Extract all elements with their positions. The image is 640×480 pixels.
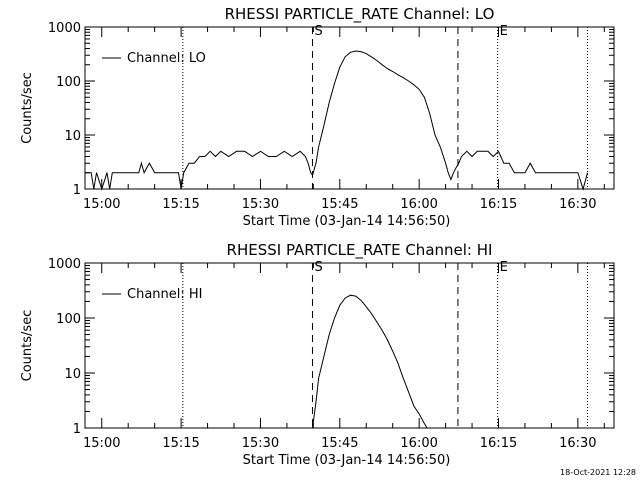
footer-timestamp: 18-Oct-2021 12:28	[560, 468, 636, 477]
legend-label: Channel: HI	[127, 287, 203, 302]
x-tick-label: 16:15	[480, 197, 517, 212]
marker-label: E	[500, 24, 508, 39]
y-tick-label: 1	[73, 422, 81, 437]
chart-title: RHESSI PARTICLE_RATE Channel: LO	[225, 5, 495, 24]
x-tick-label: 15:15	[162, 436, 199, 451]
x-tick-label: 15:30	[242, 197, 279, 212]
y-tick-label: 10	[64, 129, 81, 144]
y-tick-label: 1000	[48, 21, 81, 36]
x-tick-label: 16:15	[480, 436, 517, 451]
y-axis-label: Counts/sec	[20, 72, 35, 144]
x-axis-label: Start Time (03-Jan-14 14:56:50)	[243, 453, 451, 468]
x-tick-label: 15:00	[83, 436, 120, 451]
chart-title: RHESSI PARTICLE_RATE Channel: HI	[227, 241, 493, 260]
x-tick-label: 15:00	[83, 197, 120, 212]
marker-label: S	[314, 260, 322, 275]
x-tick-label: 16:00	[400, 436, 437, 451]
plot-frame	[84, 262, 615, 429]
x-tick-label: 15:30	[242, 436, 279, 451]
series-line	[312, 294, 428, 429]
plot-frame	[84, 26, 615, 190]
chart-panel-hi: RHESSI PARTICLE_RATE Channel: HI 1 10 100 10…	[20, 241, 615, 468]
x-tick-label: 15:45	[321, 197, 358, 212]
chart-panel-lo: RHESSI PARTICLE_RATE Channel: LO 1 10 100 10…	[20, 5, 615, 229]
x-tick-label: 16:00	[400, 197, 437, 212]
y-tick-label: 100	[56, 75, 81, 90]
legend-label: Channel: LO	[127, 51, 206, 66]
y-axis-label: Counts/sec	[20, 310, 35, 382]
marker-label: S	[314, 24, 322, 39]
y-tick-label: 1000	[48, 257, 81, 272]
x-tick-label: 15:45	[321, 436, 358, 451]
y-tick-label: 10	[64, 367, 81, 382]
series-line	[85, 50, 588, 191]
x-axis-label: Start Time (03-Jan-14 14:56:50)	[243, 214, 451, 229]
marker-label: E	[500, 260, 508, 275]
y-tick-label: 100	[56, 312, 81, 327]
y-tick-label: 1	[73, 183, 81, 198]
x-tick-label: 16:30	[559, 436, 596, 451]
x-tick-label: 16:30	[559, 197, 596, 212]
x-tick-label: 15:15	[162, 197, 199, 212]
